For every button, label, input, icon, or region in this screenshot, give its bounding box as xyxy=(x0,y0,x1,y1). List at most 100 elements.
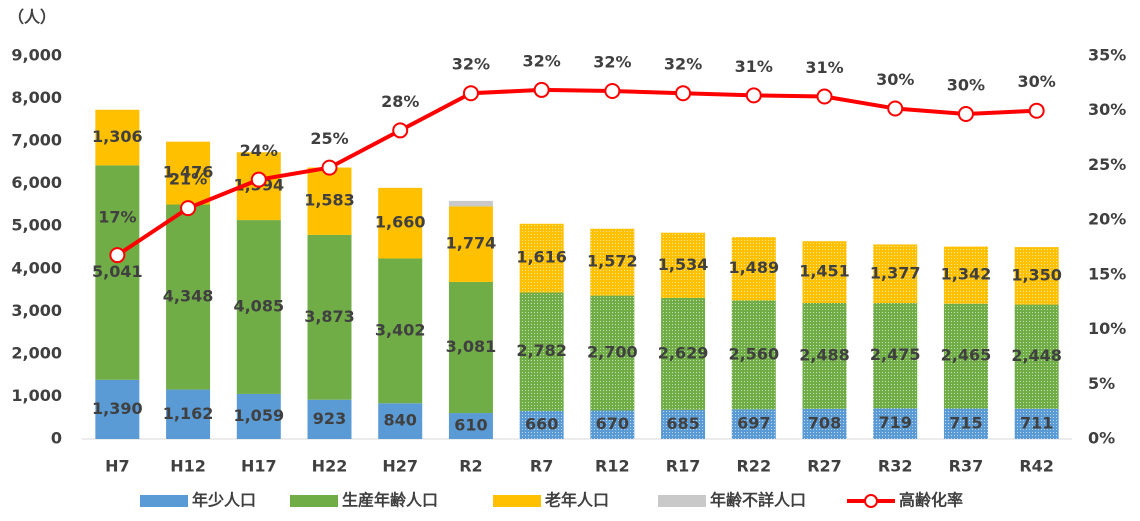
data-label: 1,350 xyxy=(1011,265,1062,284)
bar-segment xyxy=(166,389,211,439)
y-tick-label: 8,000 xyxy=(11,88,62,107)
data-label: 2,700 xyxy=(587,343,638,362)
line-marker xyxy=(675,85,692,102)
bar-segment xyxy=(590,410,635,439)
bar-segment xyxy=(448,206,493,282)
data-label: 2,629 xyxy=(658,343,709,362)
line-marker xyxy=(533,81,550,98)
y-tick-label: 0 xyxy=(51,429,62,448)
data-label: 4,348 xyxy=(163,287,214,306)
data-label: 2,560 xyxy=(728,344,779,363)
data-label: 2,782 xyxy=(516,341,567,360)
data-label: 32% xyxy=(522,51,560,70)
bar-segment xyxy=(166,141,211,205)
x-tick-label: H27 xyxy=(382,457,418,476)
y2-tick-label: 0% xyxy=(1088,429,1115,448)
x-tick-label: H12 xyxy=(170,457,206,476)
data-label: 685 xyxy=(666,414,699,433)
legend-label: 高齢化率 xyxy=(899,491,963,510)
data-label: 610 xyxy=(454,416,487,435)
y-tick-label: 4,000 xyxy=(11,258,62,277)
x-tick-label: R32 xyxy=(878,457,913,476)
bar-segment xyxy=(519,410,564,439)
data-label: 2,448 xyxy=(1011,346,1062,365)
data-label: 719 xyxy=(879,413,912,432)
data-label: 1,489 xyxy=(728,258,779,277)
legend-swatch xyxy=(658,495,706,507)
y2-tick-label: 35% xyxy=(1088,46,1126,65)
data-label: 32% xyxy=(452,55,490,74)
data-label: 1,534 xyxy=(658,255,709,274)
data-label: 25% xyxy=(310,129,348,148)
data-label: 1,306 xyxy=(92,127,143,146)
bar-segment xyxy=(448,200,493,207)
y-tick-label: 1,000 xyxy=(11,386,62,405)
bar-segment xyxy=(378,258,423,404)
data-label: 1,059 xyxy=(233,406,284,425)
line xyxy=(116,87,1037,257)
data-label: 715 xyxy=(949,413,982,432)
bar-segment xyxy=(590,228,635,296)
line-marker xyxy=(1028,102,1045,119)
data-label: 32% xyxy=(593,53,631,72)
legend-swatch xyxy=(140,495,188,507)
legend-swatch xyxy=(493,495,541,507)
bar-segment xyxy=(661,409,706,439)
data-label: 31% xyxy=(735,57,773,76)
data-label: 4,085 xyxy=(233,297,284,316)
line-marker xyxy=(957,105,974,122)
data-label: 3,402 xyxy=(375,320,426,339)
data-label: 31% xyxy=(805,58,843,77)
bar-segment xyxy=(873,244,918,304)
bar-segment xyxy=(95,165,140,380)
y-tick-label: 9,000 xyxy=(11,46,62,65)
line-marker xyxy=(745,87,762,104)
data-label: 1,774 xyxy=(446,234,497,253)
line-marker xyxy=(109,247,126,264)
data-label: 1,451 xyxy=(799,262,850,281)
bar-segment xyxy=(307,167,352,235)
data-label: 708 xyxy=(808,413,841,432)
bar-segment xyxy=(1014,247,1059,305)
bar-segment xyxy=(448,281,493,414)
bar-segment xyxy=(95,379,140,439)
bar-segment xyxy=(307,234,352,400)
line-marker xyxy=(604,83,621,100)
data-label: 2,475 xyxy=(870,345,921,364)
bar-segment xyxy=(943,303,988,409)
y2-tick-label: 30% xyxy=(1088,100,1126,119)
data-label: 1,476 xyxy=(163,163,214,182)
x-tick-label: H7 xyxy=(105,457,130,476)
bar-segment xyxy=(95,109,140,166)
data-label: 1,377 xyxy=(870,263,921,282)
bar-segment xyxy=(943,408,988,439)
legend-label: 老年人口 xyxy=(544,491,609,510)
data-label: 30% xyxy=(947,75,985,94)
bar-segment xyxy=(236,220,281,394)
data-label: 21% xyxy=(169,170,207,189)
y-tick-label: 6,000 xyxy=(11,173,62,192)
y2-tick-label: 25% xyxy=(1088,155,1126,174)
unit-label: （人） xyxy=(8,8,56,27)
data-label: 1,390 xyxy=(92,399,143,418)
bar-segment xyxy=(731,237,776,301)
line-marker xyxy=(250,171,267,188)
x-tick-label: R27 xyxy=(807,457,842,476)
line-marker xyxy=(462,85,479,102)
line-marker xyxy=(816,88,833,105)
data-label: 1,572 xyxy=(587,252,638,271)
data-label: 923 xyxy=(313,409,346,428)
data-label: 3,081 xyxy=(446,337,497,356)
y2-tick-label: 15% xyxy=(1088,264,1126,283)
data-label: 660 xyxy=(525,414,558,433)
data-label: 2,488 xyxy=(799,345,850,364)
bar-segment xyxy=(519,223,564,293)
bar-segment xyxy=(166,204,211,390)
bar-segment xyxy=(731,409,776,439)
line-marker xyxy=(180,200,197,217)
bar-segment xyxy=(307,399,352,439)
x-tick-label: H17 xyxy=(241,457,277,476)
data-label: 28% xyxy=(381,92,419,111)
data-label: 1,660 xyxy=(375,213,426,232)
